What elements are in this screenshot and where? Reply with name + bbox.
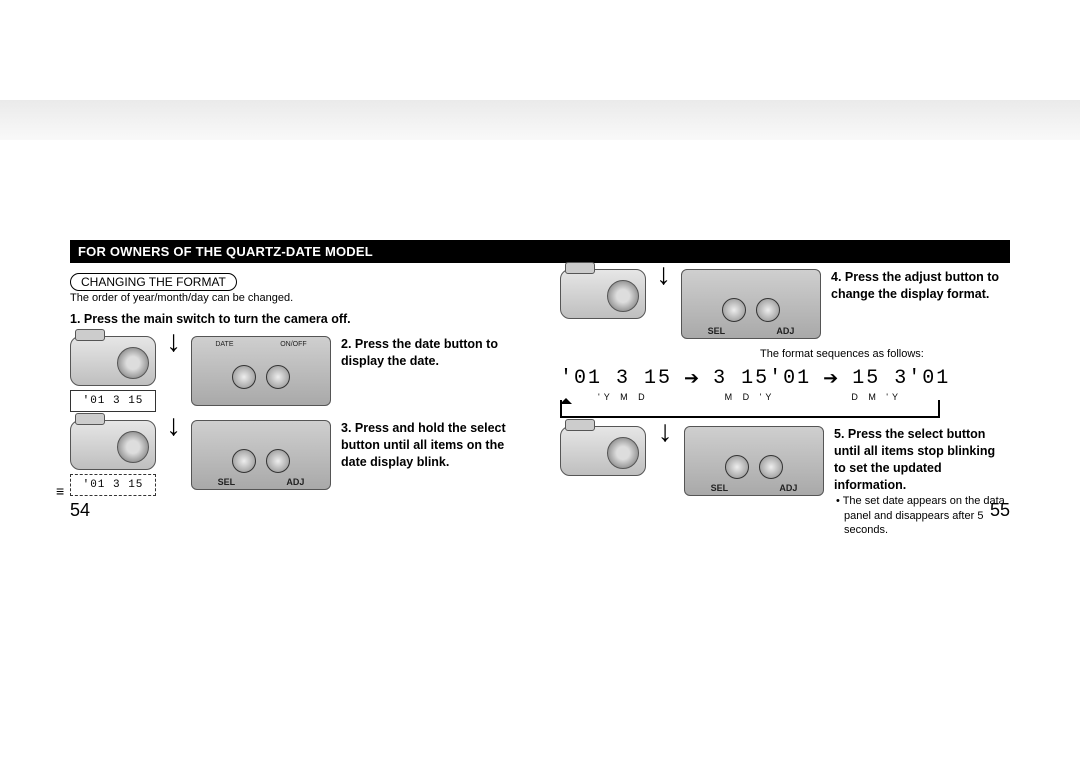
- down-arrow-icon: ↓: [166, 416, 181, 436]
- step-4-text: 4. Press the adjust button to change the…: [831, 269, 1010, 303]
- onoff-button-icon: [266, 365, 290, 389]
- section-header: FOR OWNERS OF THE QUARTZ-DATE MODEL: [70, 240, 1010, 263]
- sel-button-icon: [725, 455, 749, 479]
- step-3-row: '01 3 15 ≡ ↓ SEL ADJ 3. Press and hold t…: [70, 420, 520, 496]
- page-number-left: 54: [70, 500, 90, 521]
- adj-label: ADJ: [286, 477, 304, 487]
- right-page: ↓ SEL ADJ 4. Press the adjust button to …: [560, 269, 1010, 538]
- step-5-row: ↓ SEL ADJ 5. Press the select button unt…: [560, 426, 1010, 538]
- format-note: The order of year/month/day can be chang…: [70, 291, 520, 305]
- camera-illustration-s4: [560, 269, 646, 319]
- camera-body-icon: [70, 336, 156, 386]
- step-2-row: '01 3 15 ↓ DATE ON/OFF 2. Press the date…: [70, 336, 520, 412]
- down-arrow-icon: ↓: [656, 422, 674, 442]
- camera-body-icon: [560, 426, 646, 476]
- camera-illustration-s3: '01 3 15 ≡: [70, 420, 156, 496]
- adj-button-icon: [266, 449, 290, 473]
- step-1-text: 1. Press the main switch to turn the cam…: [70, 311, 520, 328]
- date-label: DATE: [215, 341, 233, 348]
- camera-top-buttons-s5: SEL ADJ: [684, 426, 824, 496]
- seq-format-ymd: '01 3 15: [560, 367, 672, 390]
- data-panel-s3-blink: '01 3 15: [70, 474, 156, 496]
- down-arrow-icon: ↓: [166, 332, 181, 352]
- camera-illustration-s5: [560, 426, 646, 476]
- sel-label: SEL: [218, 477, 236, 487]
- adj-label: ADJ: [776, 326, 794, 336]
- format-sequence-block: The format sequences as follows: '01 3 1…: [560, 347, 1010, 418]
- step-4-row: ↓ SEL ADJ 4. Press the adjust button to …: [560, 269, 1010, 339]
- onoff-label: ON/OFF: [280, 341, 306, 348]
- data-panel-s2: '01 3 15: [70, 390, 156, 412]
- camera-body-icon: [70, 420, 156, 470]
- camera-top-buttons-s3: SEL ADJ: [191, 420, 331, 490]
- sel-button-icon: [232, 449, 256, 473]
- sel-button-icon: [722, 298, 746, 322]
- down-arrow-icon: ↓: [656, 265, 671, 285]
- camera-top-buttons-s2: DATE ON/OFF: [191, 336, 331, 406]
- adj-button-icon: [756, 298, 780, 322]
- step-3-text: 3. Press and hold the select button unti…: [341, 420, 520, 471]
- camera-illustration-s2: '01 3 15: [70, 336, 156, 412]
- page-number-right: 55: [990, 500, 1010, 521]
- adj-label: ADJ: [779, 483, 797, 493]
- camera-top-buttons-s4: SEL ADJ: [681, 269, 821, 339]
- content-columns: CHANGING THE FORMAT The order of year/mo…: [70, 269, 1010, 538]
- camera-body-icon: [560, 269, 646, 319]
- left-page: CHANGING THE FORMAT The order of year/mo…: [70, 269, 520, 538]
- arrow-right-icon: ➔: [823, 368, 840, 389]
- sel-label: SEL: [708, 326, 726, 336]
- sequence-intro: The format sequences as follows:: [760, 347, 1010, 361]
- step-2-text: 2. Press the date button to display the …: [341, 336, 520, 370]
- seq-format-dmy: 15 3'01: [852, 367, 950, 390]
- arrow-right-icon: ➔: [684, 368, 701, 389]
- page-top-shadow: [0, 100, 1080, 140]
- blink-rays-icon: ≡: [56, 486, 64, 496]
- adj-button-icon: [759, 455, 783, 479]
- step-5-bullet: • The set date appears on the data panel…: [834, 494, 1010, 539]
- date-button-icon: [232, 365, 256, 389]
- manual-spread: FOR OWNERS OF THE QUARTZ-DATE MODEL CHAN…: [70, 240, 1010, 538]
- step-5-text: 5. Press the select button until all ite…: [834, 426, 1010, 494]
- subheading-pill: CHANGING THE FORMAT: [70, 273, 237, 291]
- sequence-row: '01 3 15 ➔ 3 15'01 ➔ 15 3'01: [560, 367, 1010, 390]
- seq-format-mdy: 3 15'01: [713, 367, 811, 390]
- sequence-loop-arrow: [560, 400, 940, 418]
- sel-label: SEL: [711, 483, 729, 493]
- tiny-button-labels: DATE ON/OFF: [192, 341, 330, 348]
